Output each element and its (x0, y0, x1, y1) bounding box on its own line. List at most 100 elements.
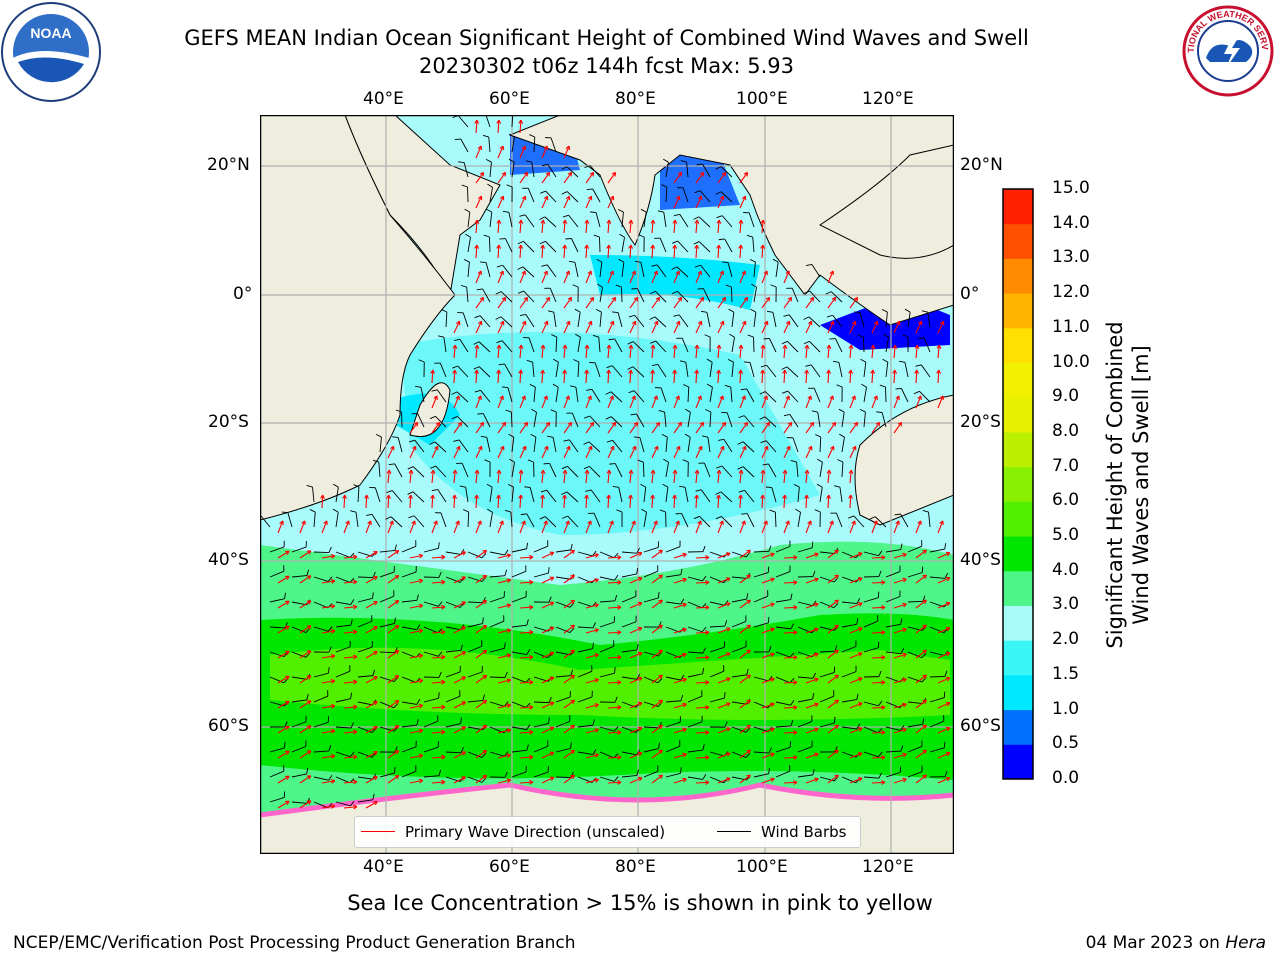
wind-barb-feather (740, 388, 747, 391)
wave-direction-arrowhead (742, 445, 746, 450)
wind-barb (511, 676, 527, 683)
wave-direction-arrowhead (748, 599, 751, 605)
wind-barb-feather (429, 441, 436, 445)
wave-direction-arrowhead (675, 270, 680, 274)
wave-direction-arrowhead (477, 145, 482, 149)
wave-direction-arrowhead (441, 606, 446, 610)
wave-direction-arrowhead (529, 629, 534, 633)
wave-direction-arrowhead (455, 520, 460, 524)
wave-direction-arrowhead (353, 681, 358, 685)
wave-direction-arrow (871, 520, 878, 534)
wind-barb-feather (328, 546, 332, 553)
wind-barb-feather (715, 191, 722, 195)
colorbar-band (1003, 293, 1033, 329)
wind-barb (435, 465, 447, 478)
wind-barb (379, 571, 395, 578)
wave-direction-arrow (585, 728, 599, 734)
wind-barb (746, 388, 755, 403)
wave-direction-arrowhead (331, 605, 336, 609)
wind-barb (545, 190, 557, 203)
wave-direction-arrowhead (815, 603, 819, 608)
wave-direction-arrowhead (570, 624, 575, 627)
wave-direction-arrowhead (396, 750, 400, 755)
wind-barb-feather (605, 391, 612, 395)
wave-direction-arrowhead (683, 578, 687, 583)
wave-direction-arrowhead (850, 469, 854, 474)
wave-direction-arrowhead (542, 244, 546, 249)
wind-barb (621, 551, 637, 554)
wind-barb (839, 487, 843, 503)
colorbar-tick-label: 1.0 (1052, 698, 1080, 719)
wave-direction-arrowhead (353, 606, 358, 610)
wind-barb-feather (495, 316, 502, 320)
wave-direction-arrowhead (344, 494, 347, 499)
wave-direction-arrowhead (543, 145, 548, 149)
wind-barb (724, 238, 733, 253)
wind-barb (445, 751, 462, 754)
wind-barb (766, 364, 777, 378)
wind-barb-feather (496, 264, 503, 268)
wind-barb (577, 551, 593, 557)
wave-direction-arrowhead (660, 749, 663, 755)
wave-direction-arrow (607, 422, 616, 434)
wave-direction-arrow (453, 726, 466, 734)
wave-direction-arrowhead (705, 606, 710, 610)
wind-barb (599, 236, 601, 253)
wave-direction-arrowhead (947, 727, 951, 732)
wave-direction-arrowhead (922, 549, 927, 552)
wave-direction-arrowhead (543, 195, 548, 200)
wave-direction-arrowhead (550, 602, 555, 606)
wind-barb (480, 390, 491, 403)
wave-direction-arrowhead (672, 494, 676, 499)
wave-direction-arrow (695, 422, 704, 434)
wave-direction-arrow (783, 706, 798, 709)
wind-barb-feather (816, 458, 823, 463)
wave-direction-arrowhead (331, 555, 336, 559)
wind-barb (445, 551, 461, 555)
wave-direction-arrow (387, 470, 390, 484)
wave-direction-arrow (475, 145, 482, 159)
wave-direction-arrowhead (594, 628, 599, 631)
wave-direction-arrowhead (462, 776, 466, 781)
wind-barb (269, 546, 285, 553)
wave-direction-arrow (475, 494, 478, 509)
wind-barb-feather (760, 440, 767, 444)
wind-barb (357, 576, 374, 578)
wave-direction-arrow (519, 145, 526, 159)
wind-barb-feather (569, 385, 577, 388)
colorbar-band (1003, 189, 1033, 225)
wind-barb (507, 387, 513, 403)
wave-direction-arrowhead (498, 244, 502, 249)
wave-direction-arrow (277, 625, 290, 634)
wind-barb-feather (834, 485, 841, 488)
wind-barb-feather (372, 793, 375, 800)
wind-barb (269, 676, 284, 684)
wave-direction-arrow (607, 369, 610, 384)
wind-barb (291, 546, 307, 553)
wind-barb-swatch (717, 831, 751, 832)
wave-direction-arrowhead (834, 574, 839, 577)
wave-direction-arrowhead (696, 344, 700, 349)
wave-direction-arrow (915, 774, 927, 784)
wind-barb-feather (281, 511, 288, 514)
wind-barb-feather (944, 770, 948, 777)
wind-barb (841, 646, 857, 653)
wind-barb (335, 646, 351, 653)
wind-barb (391, 490, 403, 503)
wave-direction-arrowhead (499, 320, 504, 325)
wind-barb (863, 726, 879, 734)
wave-direction-arrowhead (572, 675, 575, 680)
wave-direction-arrow (739, 320, 746, 334)
wind-barb-feather (900, 543, 903, 550)
wind-barb-feather (482, 597, 486, 603)
wave-direction-arrowhead (660, 549, 663, 555)
wind-barb-feather (790, 699, 795, 706)
wind-barb-feather (416, 594, 419, 601)
wave-direction-arrowhead (550, 727, 555, 731)
wave-direction-arrowhead (836, 549, 839, 555)
wave-direction-arrow (497, 119, 500, 134)
wind-barb (456, 391, 469, 403)
wave-direction-arrow (497, 195, 504, 209)
wave-direction-arrow (607, 631, 622, 634)
wind-barb (787, 341, 799, 353)
